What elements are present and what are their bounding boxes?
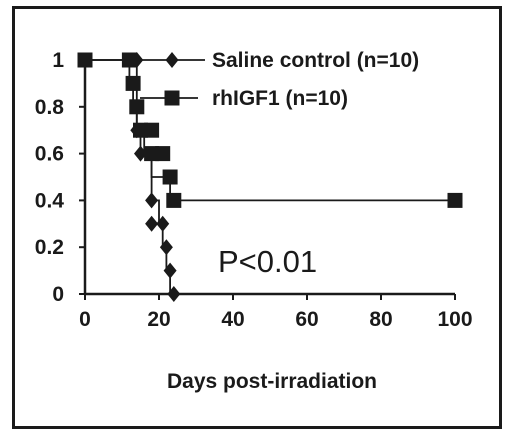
y-tick-label: 0.8	[35, 96, 65, 119]
diamond-marker	[156, 215, 170, 232]
x-axis-title: Days post-irradiation	[167, 370, 377, 393]
square-marker	[162, 169, 178, 185]
square-marker	[129, 99, 145, 115]
legend-label: rhIGF1 (n=10)	[212, 87, 348, 110]
square-marker	[77, 52, 93, 68]
y-tick-label: 1	[52, 49, 64, 72]
square-marker	[125, 75, 141, 91]
legend-square-icon	[164, 90, 180, 106]
square-marker	[447, 192, 463, 208]
square-marker	[166, 192, 182, 208]
x-tick-label: 60	[295, 308, 318, 331]
y-tick-label: 0.4	[35, 189, 65, 212]
square-marker	[155, 146, 171, 162]
axes: 0 20 40 60 80 100 0 0.2 0.4 0.6 0.8 1	[35, 49, 473, 331]
diamond-marker	[163, 262, 177, 279]
x-tick-label: 40	[221, 308, 244, 331]
square-marker	[121, 52, 137, 68]
rhigf1-series	[77, 52, 463, 208]
y-tick-label: 0	[52, 283, 64, 306]
diamond-marker	[145, 192, 159, 209]
diamond-marker	[167, 286, 181, 302]
square-marker	[144, 122, 160, 138]
chart-frame	[12, 6, 502, 429]
x-tick-label: 20	[147, 308, 170, 331]
legend-label: Saline control (n=10)	[212, 49, 419, 72]
x-tick-label: 100	[437, 308, 472, 331]
p-value-annotation: P<0.01	[218, 244, 317, 279]
x-tick-label: 80	[369, 308, 392, 331]
diamond-marker	[145, 215, 159, 232]
x-tick-label: 0	[79, 308, 91, 331]
diamond-marker	[159, 239, 173, 256]
legend-entry: rhIGF1 (n=10)	[140, 87, 348, 110]
series-layer	[77, 52, 463, 302]
legend: Saline control (n=10) rhIGF1 (n=10)	[140, 49, 419, 110]
y-tick-label: 0.6	[35, 143, 64, 166]
legend-diamond-icon	[165, 52, 179, 68]
legend-entry: Saline control (n=10)	[140, 49, 419, 72]
y-tick-label: 0.2	[35, 236, 64, 259]
